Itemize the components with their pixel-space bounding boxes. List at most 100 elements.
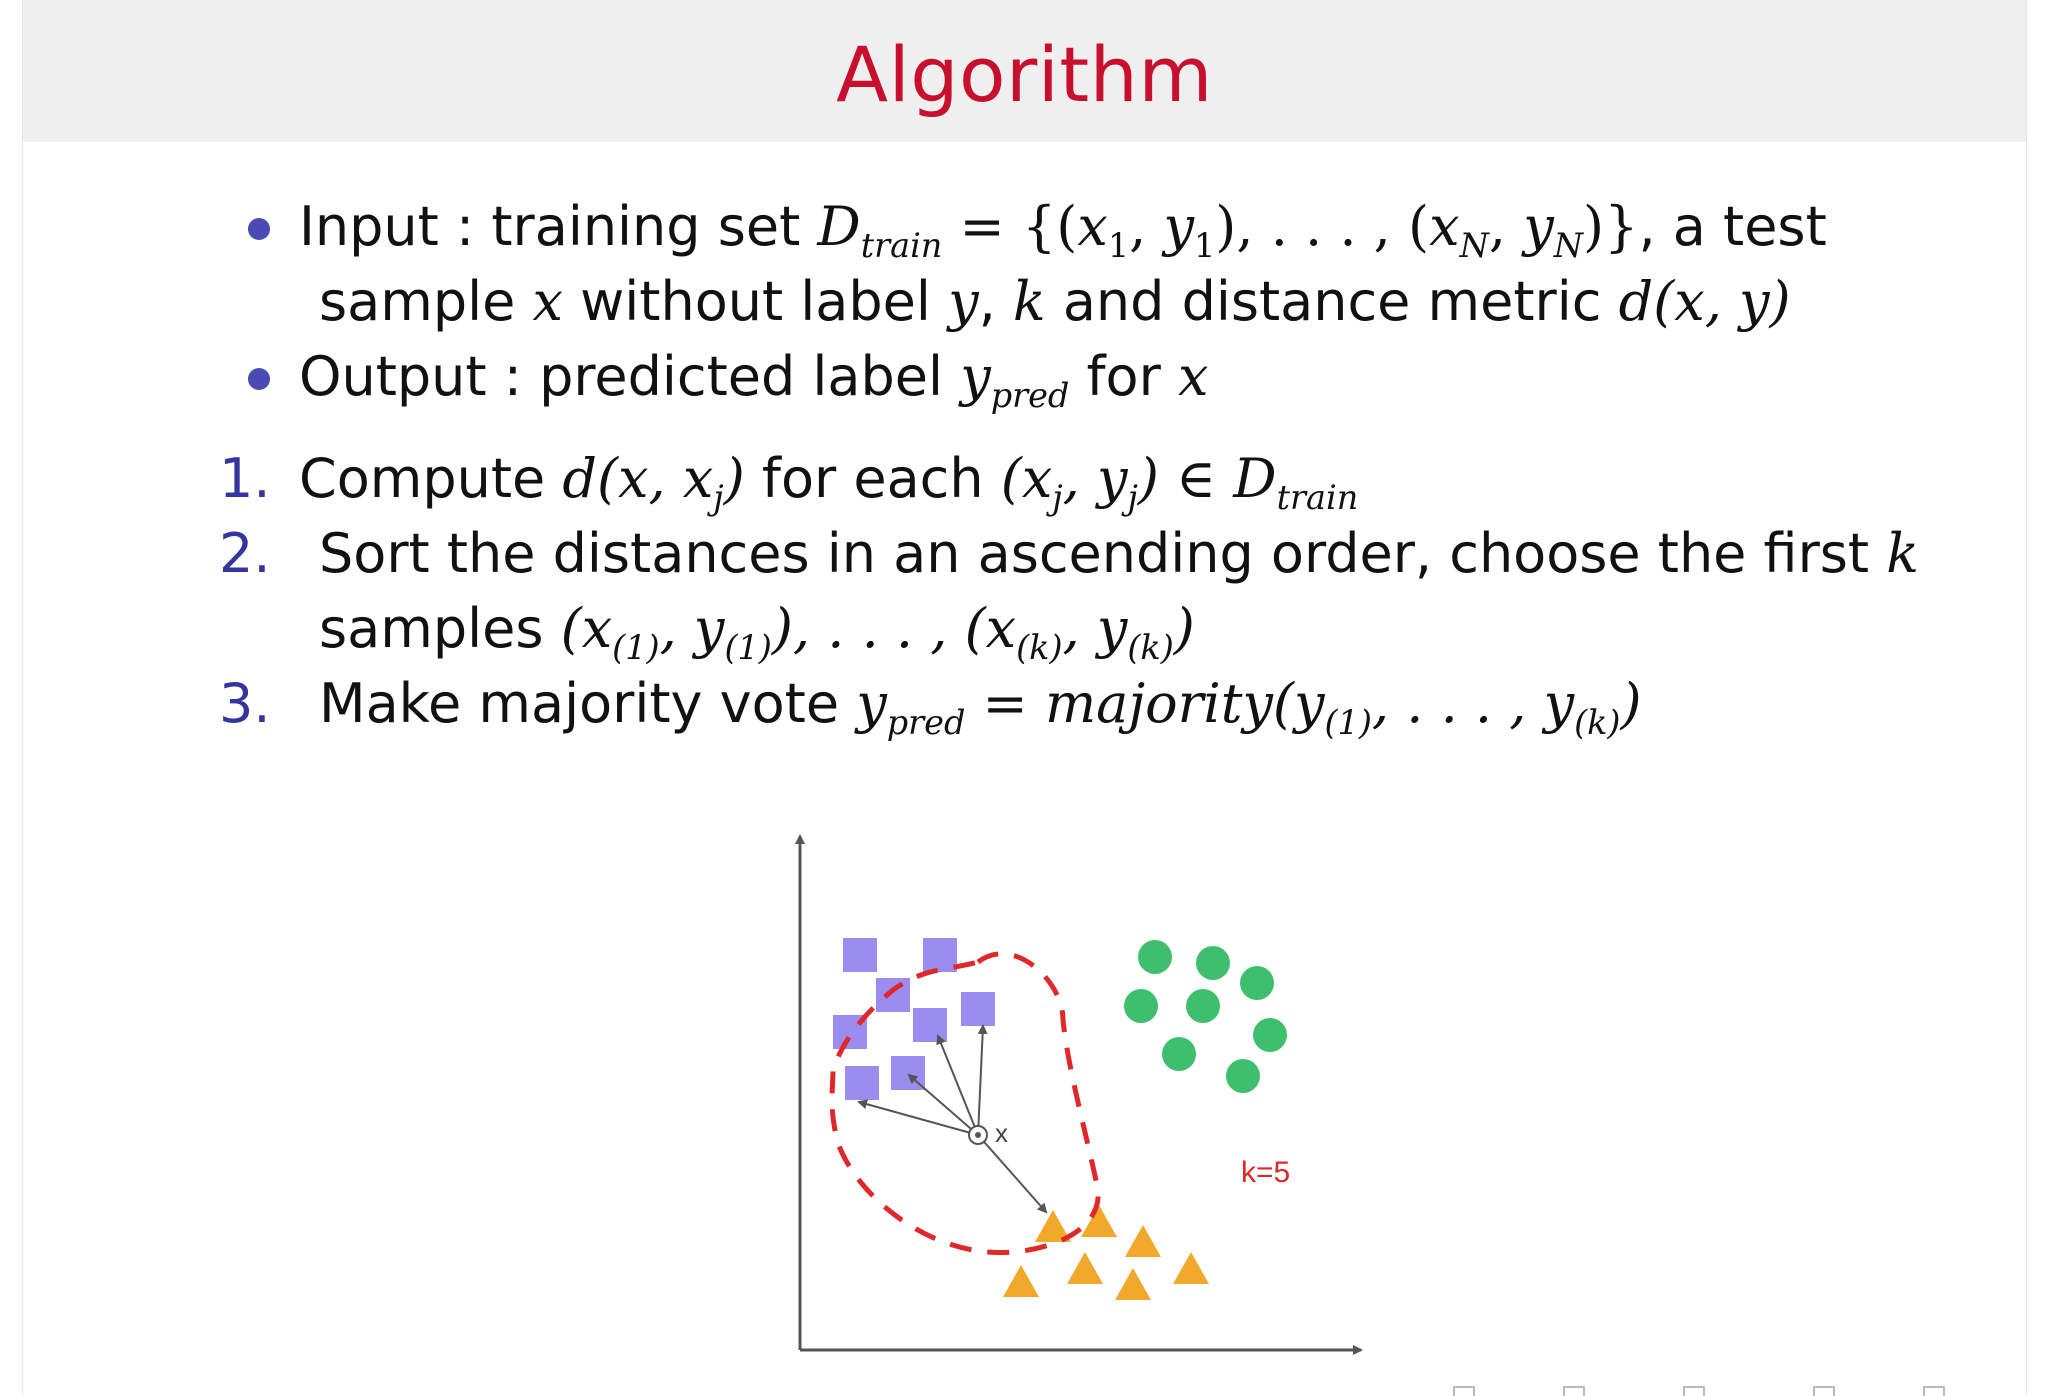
slide: Algorithm Input : training set Dtrain = … <box>22 0 2027 1396</box>
text: sample <box>319 270 533 333</box>
circle-point <box>1253 1018 1287 1052</box>
math-var: y <box>856 672 887 735</box>
slide-header: Algorithm <box>23 0 2026 142</box>
math-var: D <box>1233 447 1277 510</box>
circle-point <box>1226 1059 1260 1093</box>
math-text: = {( <box>942 195 1078 258</box>
neighbor-arrow <box>936 1034 979 1136</box>
dtrain-sub: train <box>860 225 943 265</box>
math-text: , <box>1129 195 1164 258</box>
text: , <box>978 270 1013 333</box>
text: for each <box>744 447 1001 510</box>
triangle-point <box>1125 1225 1161 1257</box>
knn-figure: x k=5 <box>795 834 1363 1355</box>
circle-point <box>1162 1037 1196 1071</box>
neighbor-arrow <box>907 1073 979 1136</box>
text: without label <box>562 270 949 333</box>
math-text: ), . . . , (x <box>771 597 1017 660</box>
square-point <box>913 1008 947 1042</box>
circle-point <box>1186 989 1220 1023</box>
nav-symbol-icon[interactable] <box>1563 1386 1585 1396</box>
circle-point <box>1196 946 1230 980</box>
bullet-marker <box>248 368 270 390</box>
math-var: d <box>1618 270 1654 333</box>
math-text: (x <box>560 597 613 660</box>
text: Make majority vote <box>319 672 857 735</box>
math-var: y <box>960 345 991 408</box>
nav-symbol-icon[interactable] <box>1813 1386 1835 1396</box>
step-2-line2: samples (x(1), y(1)), . . . , (x(k), y(k… <box>319 602 1195 665</box>
bullet-output-line: Output : predicted label ypred for x <box>299 350 1208 413</box>
math-text: , . . . , y <box>1371 672 1575 735</box>
math-text: ) <box>1173 597 1195 660</box>
triangle-point <box>1081 1205 1117 1237</box>
circle-point <box>1124 989 1158 1023</box>
square-point <box>961 992 995 1026</box>
math-sub: 1 <box>1107 225 1130 265</box>
text: Compute <box>299 447 563 510</box>
input-label: Input : training set <box>299 195 818 258</box>
math-sub: j <box>1127 477 1138 517</box>
step-3-line: Make majority vote ypred = majority(y(1)… <box>319 677 1642 740</box>
math-var: x <box>1429 195 1460 258</box>
beamer-navigation[interactable] <box>1453 1384 2047 1396</box>
math-sub: (k) <box>1016 627 1063 667</box>
math-var: k <box>1012 270 1046 333</box>
math-var: x <box>1177 345 1209 408</box>
nav-symbol-icon[interactable] <box>1923 1386 1945 1396</box>
triangle-point <box>1115 1268 1151 1300</box>
math-text: ) <box>723 447 745 510</box>
math-var: majority <box>1044 672 1273 735</box>
dtrain-symbol: D <box>817 195 861 258</box>
math-var: k <box>1886 522 1919 585</box>
math-sub: N <box>1553 225 1584 265</box>
circle-point <box>1240 966 1274 1000</box>
math-text: ), . . . , ( <box>1215 195 1430 258</box>
math-text: , y <box>1062 447 1128 510</box>
step-2-line1: Sort the distances in an ascending order… <box>319 527 1919 581</box>
math-text: ) <box>1620 672 1642 735</box>
triangle-point <box>1173 1252 1209 1284</box>
math-sub: N <box>1459 225 1489 265</box>
math-text: (x <box>1000 447 1053 510</box>
math-sub: (k) <box>1127 627 1174 667</box>
math-sub: 1 <box>1194 225 1216 265</box>
math-var: x <box>1077 195 1108 258</box>
math-text: ) <box>1137 447 1159 510</box>
query-label: x <box>995 1118 1008 1148</box>
step-number: 3. <box>219 672 271 735</box>
math-sub: pred <box>990 375 1070 415</box>
math-text: )} <box>1583 195 1639 258</box>
bullet-input-line2: sample x without label y, k and distance… <box>319 275 1791 329</box>
nav-symbol-icon[interactable] <box>1453 1386 1475 1396</box>
square-point <box>843 938 877 972</box>
math-text: = <box>965 672 1045 735</box>
neighbor-arrow <box>977 1024 988 1136</box>
math-var: y <box>1163 195 1194 258</box>
neighborhood-boundary <box>829 951 1101 1255</box>
k-label: k=5 <box>1241 1156 1290 1189</box>
math-sub: (k) <box>1574 702 1621 742</box>
math-text: ∈ <box>1158 447 1234 510</box>
math-sub: j <box>1052 477 1063 517</box>
circle-point <box>1138 940 1172 974</box>
triangle-point <box>1003 1265 1039 1297</box>
square-point <box>845 1066 879 1100</box>
bullet-marker <box>248 218 270 240</box>
math-text: d(x, x <box>562 447 714 510</box>
math-text: (x, y) <box>1653 270 1791 333</box>
query-point-center <box>975 1132 981 1138</box>
nav-symbol-icon[interactable] <box>1683 1386 1705 1396</box>
math-var: y <box>948 270 979 333</box>
math-var: y <box>1523 195 1554 258</box>
neighbor-arrow <box>977 1134 1048 1214</box>
math-var: x <box>532 270 563 333</box>
text: Sort the distances in an ascending order… <box>319 522 1887 585</box>
step-number: 2. <box>219 522 271 585</box>
neighbor-arrow <box>857 1099 979 1136</box>
math-sub: j <box>713 477 724 517</box>
output-label: Output : predicted label <box>299 345 961 408</box>
math-sub: (1) <box>724 627 772 667</box>
math-sub: (1) <box>1324 702 1372 742</box>
math-sub: train <box>1276 477 1359 517</box>
